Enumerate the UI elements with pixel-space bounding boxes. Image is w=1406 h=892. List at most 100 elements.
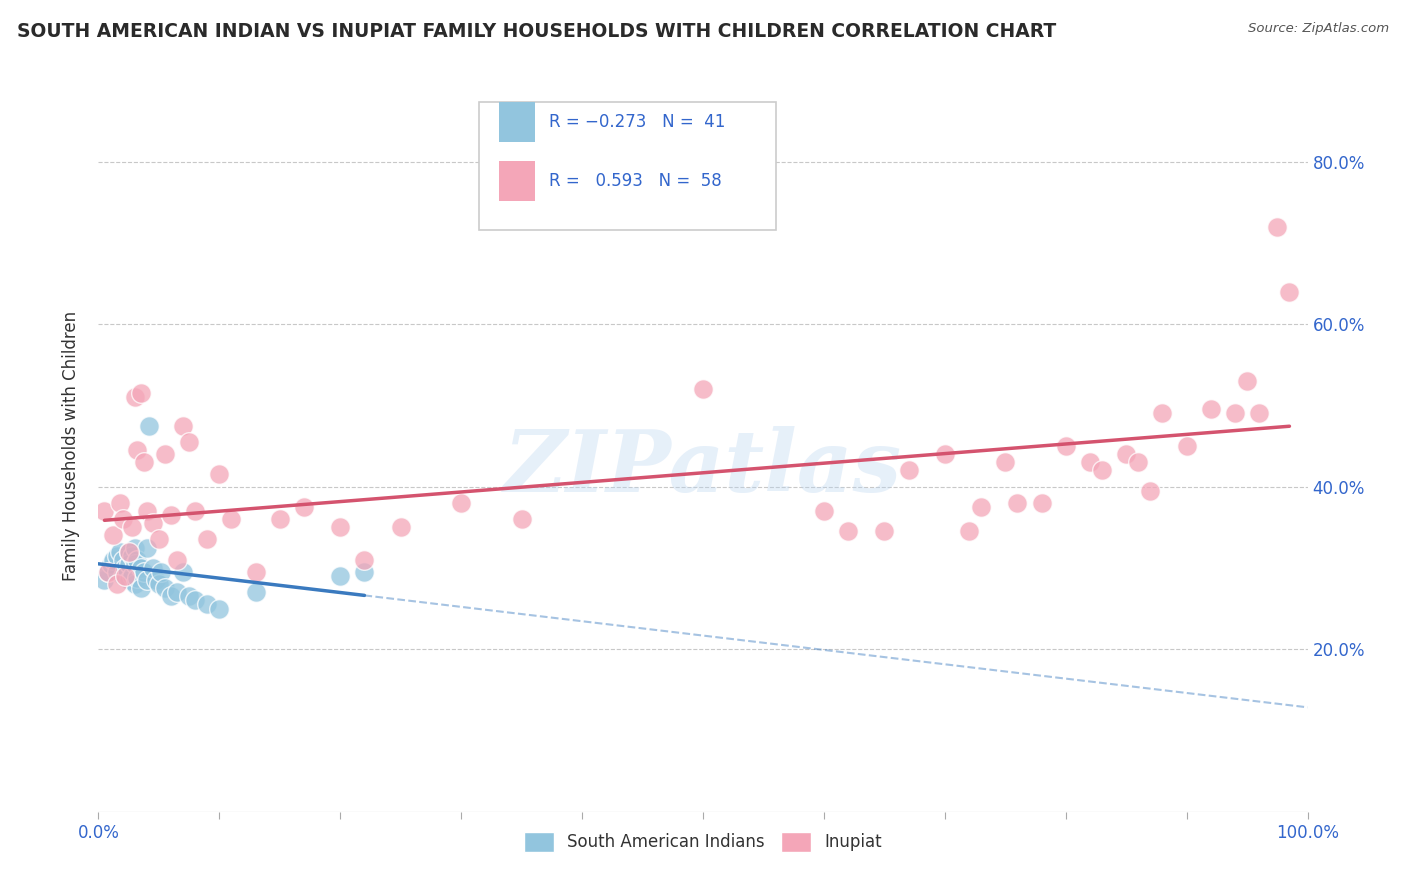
- Point: [510, 512, 533, 526]
- Point: [813, 504, 835, 518]
- Point: [1175, 439, 1198, 453]
- Point: [994, 455, 1017, 469]
- Point: [121, 549, 143, 563]
- Point: [111, 569, 134, 583]
- Point: [1249, 407, 1271, 421]
- FancyBboxPatch shape: [479, 103, 776, 230]
- Point: [837, 524, 859, 539]
- Text: SOUTH AMERICAN INDIAN VS INUPIAT FAMILY HOUSEHOLDS WITH CHILDREN CORRELATION CHA: SOUTH AMERICAN INDIAN VS INUPIAT FAMILY …: [17, 22, 1056, 41]
- Point: [166, 553, 188, 567]
- Point: [134, 565, 156, 579]
- Text: R = −0.273   N =  41: R = −0.273 N = 41: [550, 113, 725, 131]
- Point: [138, 418, 160, 433]
- Point: [329, 569, 352, 583]
- Point: [160, 590, 183, 604]
- Point: [127, 553, 149, 567]
- Point: [1278, 285, 1301, 299]
- Text: R =   0.593   N =  58: R = 0.593 N = 58: [550, 172, 723, 190]
- Point: [127, 443, 149, 458]
- Point: [97, 565, 120, 579]
- Point: [450, 496, 472, 510]
- Point: [389, 520, 412, 534]
- Point: [208, 467, 231, 482]
- Point: [957, 524, 980, 539]
- Point: [153, 581, 176, 595]
- Point: [245, 565, 267, 579]
- Point: [111, 553, 134, 567]
- Point: [100, 557, 122, 571]
- Point: [145, 573, 167, 587]
- Point: [970, 500, 993, 514]
- Point: [111, 512, 134, 526]
- Point: [195, 598, 218, 612]
- Point: [121, 520, 143, 534]
- Point: [166, 585, 188, 599]
- Point: [1199, 402, 1222, 417]
- Point: [329, 520, 352, 534]
- Point: [124, 390, 146, 404]
- Text: Source: ZipAtlas.com: Source: ZipAtlas.com: [1249, 22, 1389, 36]
- Point: [118, 544, 141, 558]
- Point: [269, 512, 291, 526]
- Point: [93, 573, 115, 587]
- Point: [292, 500, 315, 514]
- Point: [124, 577, 146, 591]
- Point: [114, 569, 136, 583]
- Point: [142, 561, 165, 575]
- Point: [1007, 496, 1029, 510]
- Point: [124, 557, 146, 571]
- Point: [160, 508, 183, 522]
- Point: [93, 504, 115, 518]
- Y-axis label: Family Households with Children: Family Households with Children: [62, 311, 80, 581]
- Point: [105, 577, 128, 591]
- Point: [135, 504, 157, 518]
- Point: [195, 533, 218, 547]
- Point: [353, 565, 375, 579]
- Point: [172, 418, 194, 433]
- Point: [184, 593, 207, 607]
- Point: [124, 541, 146, 555]
- Point: [108, 544, 131, 558]
- Point: [1054, 439, 1077, 453]
- Point: [184, 504, 207, 518]
- Point: [873, 524, 896, 539]
- Point: [221, 512, 243, 526]
- Point: [153, 447, 176, 461]
- Point: [118, 557, 141, 571]
- Point: [1267, 219, 1289, 234]
- Point: [1115, 447, 1137, 461]
- Legend: South American Indians, Inupiat: South American Indians, Inupiat: [517, 826, 889, 858]
- Point: [1128, 455, 1150, 469]
- Point: [118, 544, 141, 558]
- Bar: [499, 103, 534, 143]
- Point: [101, 528, 124, 542]
- Point: [1152, 407, 1174, 421]
- Point: [179, 434, 201, 449]
- Point: [148, 533, 170, 547]
- Point: [135, 541, 157, 555]
- Point: [105, 565, 128, 579]
- Point: [121, 569, 143, 583]
- Point: [97, 565, 120, 579]
- Point: [1078, 455, 1101, 469]
- Point: [353, 553, 375, 567]
- Point: [129, 581, 152, 595]
- Point: [179, 590, 201, 604]
- Point: [172, 565, 194, 579]
- Point: [1223, 407, 1246, 421]
- Point: [150, 565, 173, 579]
- Point: [134, 455, 156, 469]
- Point: [118, 573, 141, 587]
- Point: [114, 561, 136, 575]
- Point: [1091, 463, 1114, 477]
- Point: [148, 577, 170, 591]
- Point: [934, 447, 956, 461]
- Point: [108, 496, 131, 510]
- Point: [129, 561, 152, 575]
- Point: [135, 573, 157, 587]
- Bar: [499, 161, 534, 201]
- Point: [208, 601, 231, 615]
- Text: ZIPatlas: ZIPatlas: [503, 426, 903, 509]
- Point: [1031, 496, 1053, 510]
- Point: [1139, 483, 1161, 498]
